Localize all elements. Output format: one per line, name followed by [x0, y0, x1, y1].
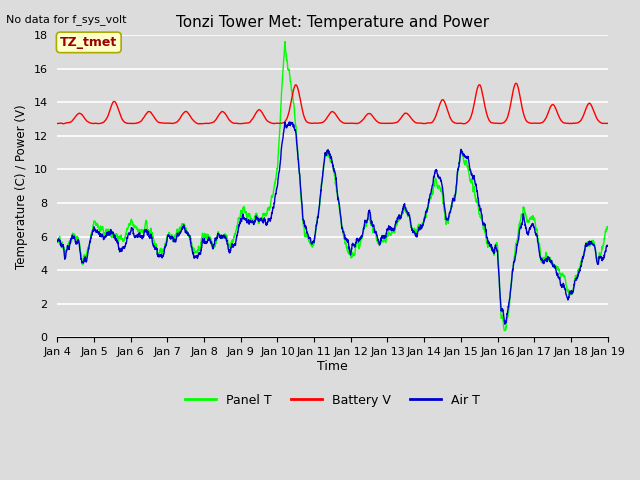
Y-axis label: Temperature (C) / Power (V): Temperature (C) / Power (V): [15, 104, 28, 268]
Legend: Panel T, Battery V, Air T: Panel T, Battery V, Air T: [180, 389, 484, 412]
X-axis label: Time: Time: [317, 360, 348, 372]
Text: TZ_tmet: TZ_tmet: [60, 36, 117, 49]
Title: Tonzi Tower Met: Temperature and Power: Tonzi Tower Met: Temperature and Power: [176, 15, 489, 30]
Text: No data for f_sys_volt: No data for f_sys_volt: [6, 14, 127, 25]
